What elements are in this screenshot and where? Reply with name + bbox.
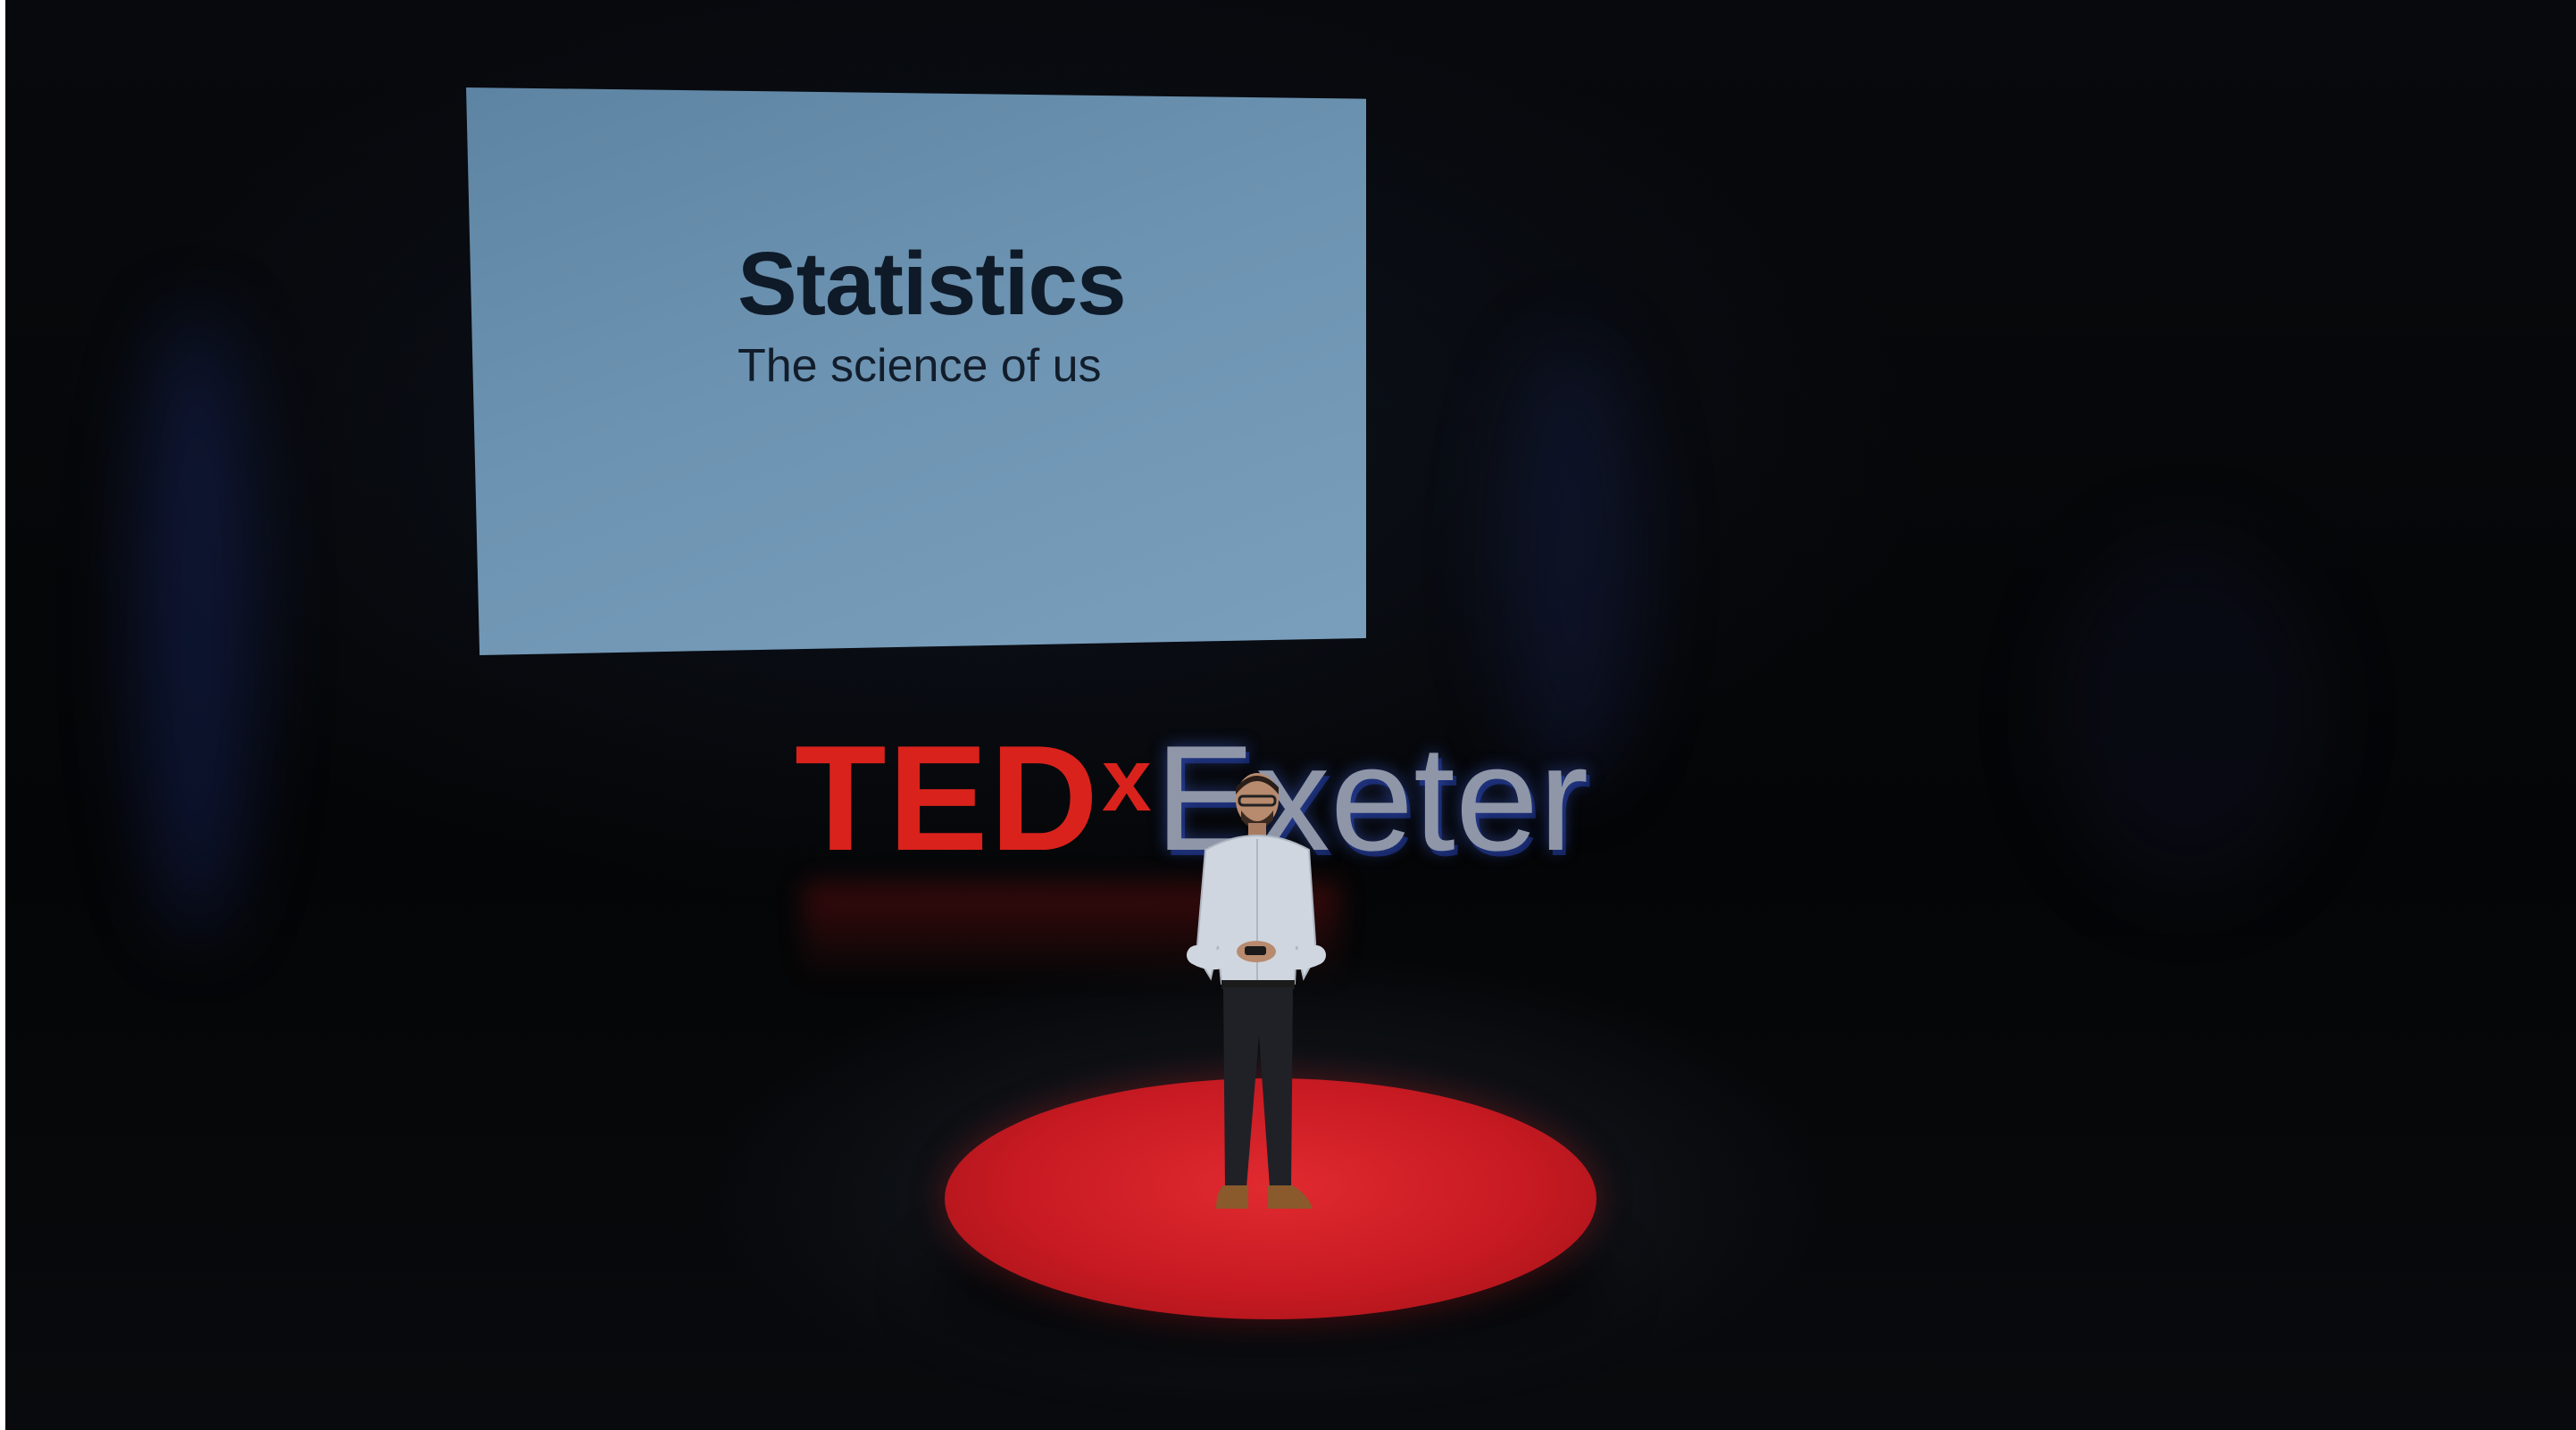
stage-light-glow	[2054, 536, 2322, 893]
logo-x: x	[1102, 730, 1152, 830]
projection-screen	[466, 87, 1366, 655]
frame-edge	[0, 0, 5, 1430]
stage-light-glow	[1500, 339, 1643, 786]
clicker-icon	[1245, 946, 1266, 955]
speaker-head	[1236, 773, 1279, 827]
tedx-logo: TEDxExeter	[795, 723, 1588, 893]
slide-title: Statistics	[738, 234, 1127, 334]
speaker-hair	[1236, 776, 1279, 794]
slide-subtitle: The science of us	[738, 340, 1102, 392]
right-shoe	[1268, 1185, 1313, 1209]
logo-ted: TED	[795, 714, 1100, 882]
left-shoe	[1216, 1185, 1248, 1209]
glasses-icon	[1238, 794, 1277, 807]
stage-light-glow	[134, 312, 259, 937]
speaker-figure	[1187, 773, 1326, 1209]
speaker-trousers	[1223, 987, 1293, 1187]
